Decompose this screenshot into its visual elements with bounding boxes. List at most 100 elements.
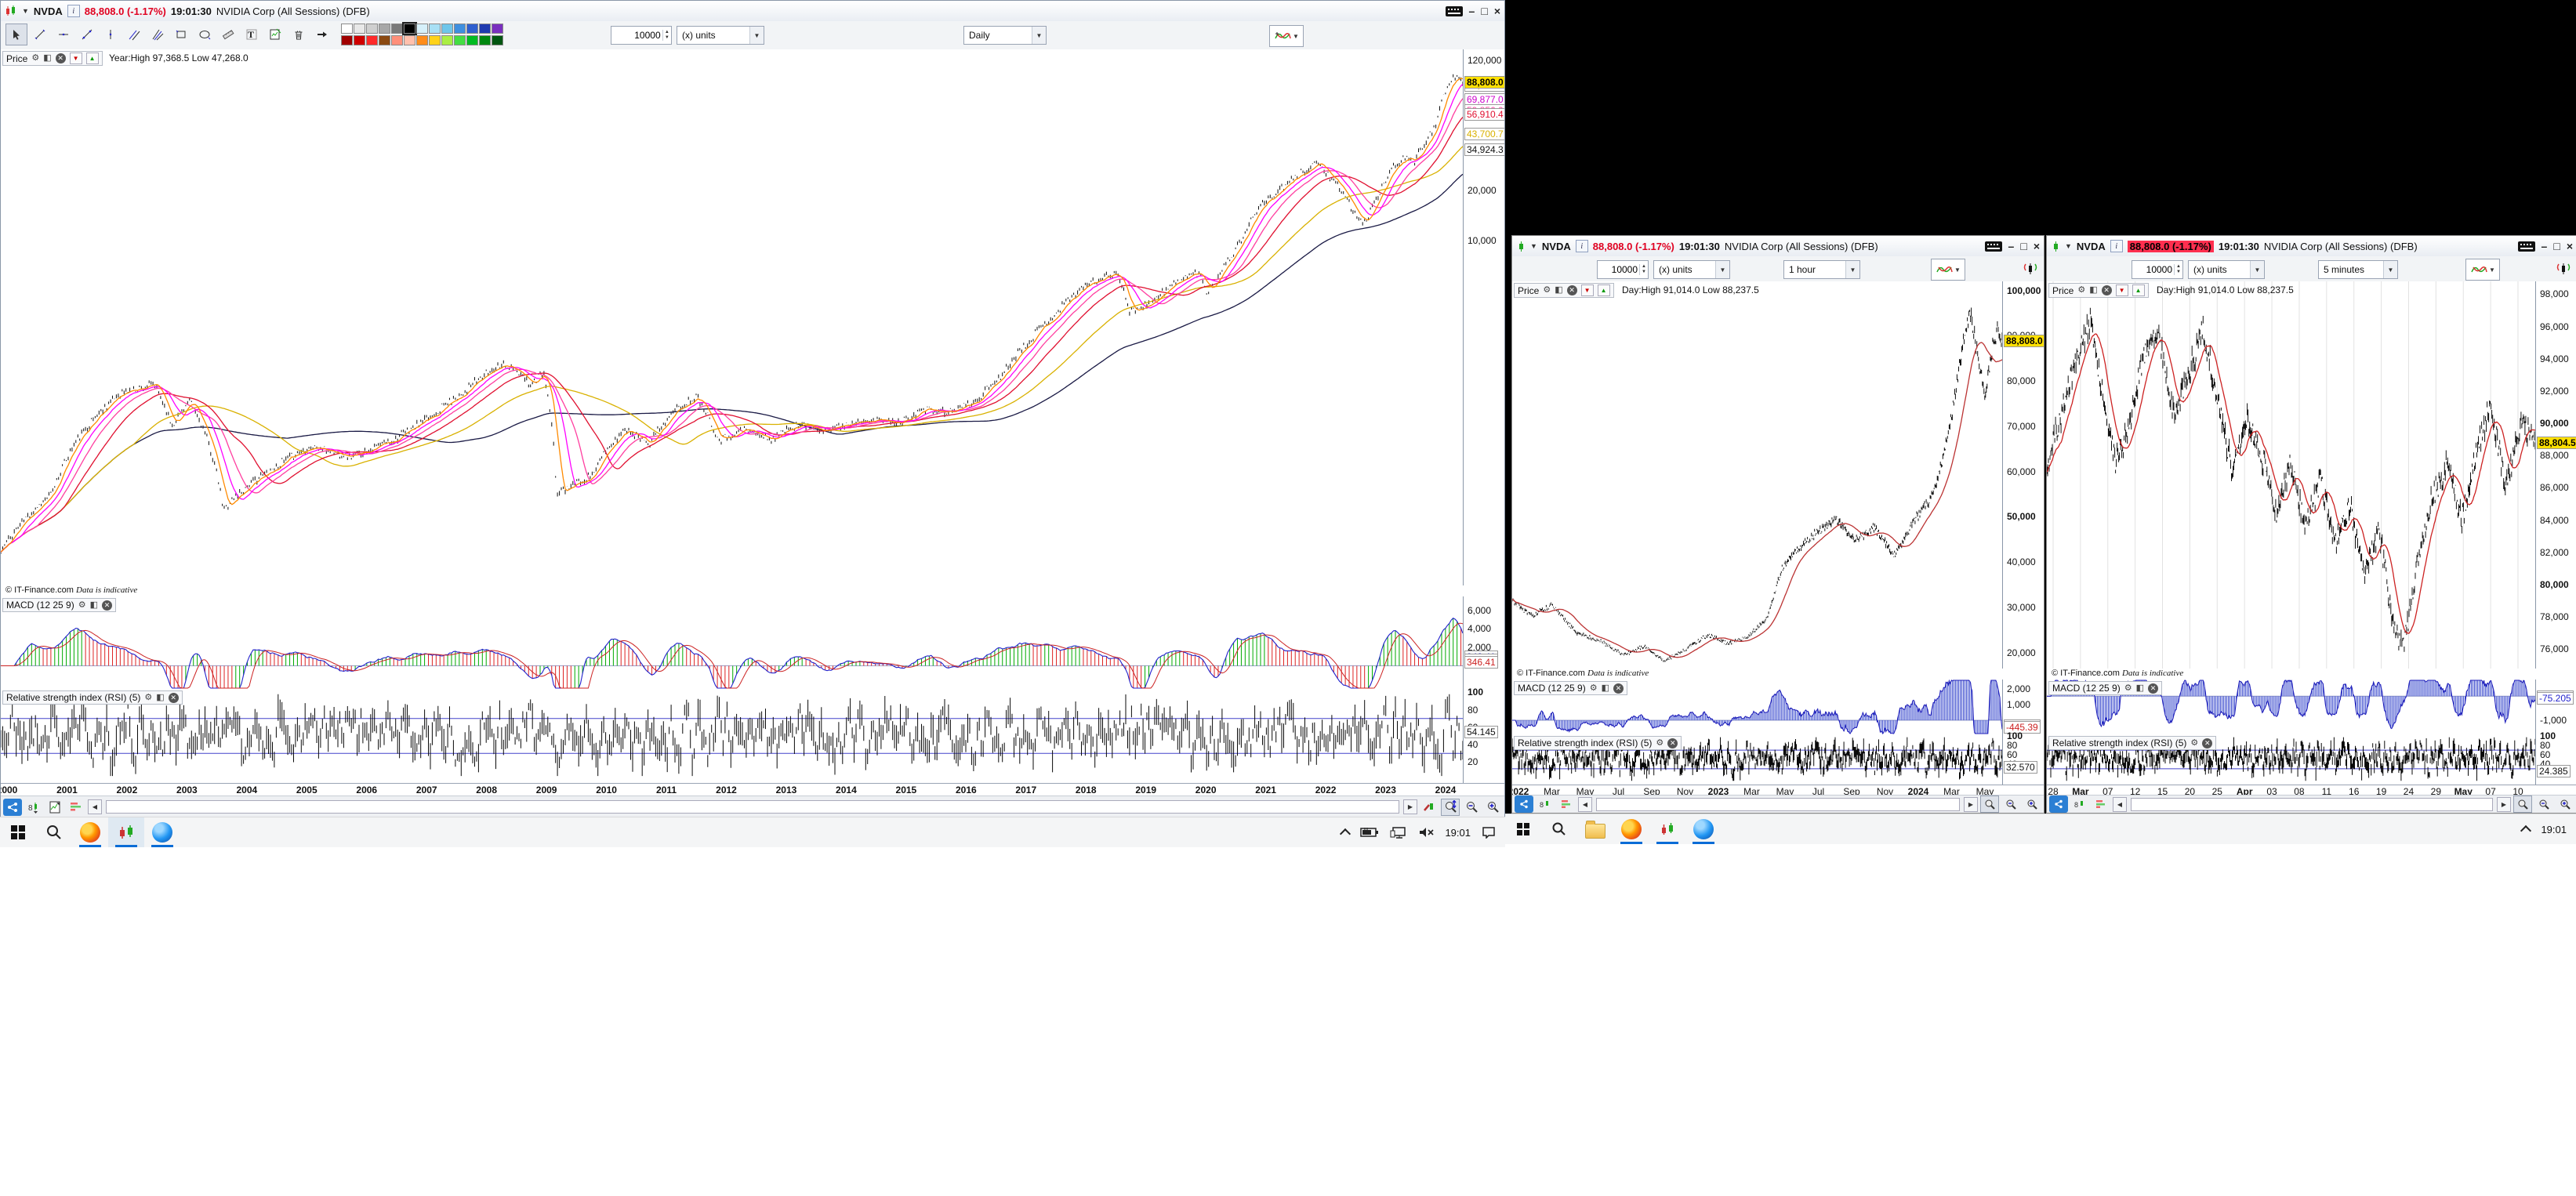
macd-axis-5min[interactable]: -1,000-36.948-38.357-75.205 xyxy=(2535,680,2576,734)
search-icon[interactable] xyxy=(1541,814,1577,844)
color-swatch[interactable] xyxy=(379,35,390,45)
color-swatch[interactable] xyxy=(366,35,378,45)
start-button[interactable] xyxy=(0,817,36,847)
minimize-button[interactable]: – xyxy=(2008,240,2015,252)
add-indicator-button[interactable]: ▼ xyxy=(2465,259,2500,281)
close-panel-icon[interactable]: ✕ xyxy=(2202,738,2213,748)
maximize-button[interactable]: □ xyxy=(1481,5,1488,17)
titlebar-daily[interactable]: ▼ NVDA i 88,808.0 (-1.17%) 19:01:30 NVID… xyxy=(1,1,1504,22)
tool-segment-icon[interactable] xyxy=(29,24,51,45)
macd-chart-hourly[interactable] xyxy=(1512,680,2002,734)
quantity-stepper[interactable]: ▲▼ xyxy=(611,26,672,45)
style-icon[interactable]: ◧ xyxy=(1601,683,1609,693)
wrench-icon[interactable]: ⚙ xyxy=(2190,738,2199,748)
chart-notes-icon[interactable] xyxy=(45,799,64,816)
color-swatch[interactable] xyxy=(454,35,466,45)
color-swatch[interactable] xyxy=(391,35,403,45)
tool-channel-icon[interactable] xyxy=(123,24,145,45)
battery-icon[interactable] xyxy=(1360,827,1379,838)
close-panel-icon[interactable]: ✕ xyxy=(55,53,66,63)
rsi-panel-5min[interactable]: 100 80 60 40 24.385 Relative strength index … xyxy=(2047,730,2576,785)
linked-chart-icon[interactable]: 8 xyxy=(1536,796,1555,813)
zoom-drag-icon[interactable] xyxy=(2513,796,2532,813)
color-swatch[interactable] xyxy=(416,24,428,34)
wrench-icon[interactable]: ⚙ xyxy=(144,692,153,702)
price-chart-hourly[interactable] xyxy=(1512,281,2002,669)
time-axis-hourly[interactable]: 2022 Mar May Jul Sep Nov 2023 Mar May Jul Sep Nov 20… xyxy=(1512,785,2002,797)
rsi-axis-hourly[interactable]: 10080604032.570 xyxy=(2002,730,2044,785)
symbol-dropdown-caret[interactable]: ▼ xyxy=(1530,242,1537,250)
sell-arrow-icon[interactable]: ▼ xyxy=(2115,285,2128,296)
tool-ellipse-icon[interactable] xyxy=(194,24,216,45)
taskbar-thunderbird-icon[interactable] xyxy=(144,817,180,847)
zoom-drag-icon[interactable] xyxy=(1441,798,1460,816)
rsi-panel-hourly[interactable]: 10080604032.570 Relative strength index … xyxy=(1512,730,2044,785)
wrench-icon[interactable]: ⚙ xyxy=(1543,285,1551,295)
color-swatch[interactable] xyxy=(341,24,353,34)
titlebar-hourly[interactable]: ▼ NVDA i 88,808.0 (-1.17%) 19:01:30 NVID… xyxy=(1512,236,2044,257)
color-swatch[interactable] xyxy=(391,24,403,34)
color-swatch[interactable] xyxy=(441,24,453,34)
clock[interactable]: 19:01 xyxy=(1445,826,1471,839)
close-button[interactable]: × xyxy=(2033,240,2040,252)
tool-trend-icon[interactable] xyxy=(76,24,98,45)
start-button[interactable] xyxy=(1505,814,1541,844)
color-swatch[interactable] xyxy=(354,35,365,45)
horizontal-scrollbar[interactable] xyxy=(2131,797,2493,811)
price-alert-icon[interactable] xyxy=(2553,259,2574,279)
style-icon[interactable]: ◧ xyxy=(2089,285,2098,295)
close-button[interactable]: × xyxy=(1493,5,1500,17)
color-swatch[interactable] xyxy=(492,35,503,45)
tool-vline-icon[interactable] xyxy=(100,24,122,45)
clock[interactable]: 19:01 xyxy=(2541,823,2567,835)
color-swatch[interactable] xyxy=(354,24,365,34)
color-swatch[interactable] xyxy=(454,24,466,34)
depth-bars-icon[interactable] xyxy=(2092,796,2110,813)
zoom-drag-icon[interactable] xyxy=(1980,796,1999,813)
tool-fan-icon[interactable] xyxy=(147,24,169,45)
close-panel-icon[interactable]: ✕ xyxy=(2147,683,2158,694)
wrench-icon[interactable]: ⚙ xyxy=(1656,738,1664,748)
scroll-right-button[interactable]: ▶ xyxy=(2497,796,2511,812)
minimize-button[interactable]: – xyxy=(1468,5,1475,17)
tool-hline-icon[interactable] xyxy=(53,24,74,45)
close-panel-icon[interactable]: ✕ xyxy=(2101,285,2112,295)
timeframe-dropdown[interactable]: Daily ▼ xyxy=(963,26,1047,45)
wrench-icon[interactable]: ⚙ xyxy=(2124,683,2132,693)
share-icon[interactable] xyxy=(3,798,22,816)
color-swatch[interactable] xyxy=(492,24,503,34)
add-indicator-button[interactable]: ▼ xyxy=(1269,25,1304,47)
color-swatch[interactable] xyxy=(429,24,441,34)
share-icon[interactable] xyxy=(1515,796,1533,813)
symbol-dropdown-caret[interactable]: ▼ xyxy=(2065,242,2072,250)
linked-chart-icon[interactable]: 8 xyxy=(2070,796,2089,813)
tray-chevron-icon[interactable] xyxy=(1340,828,1351,839)
info-icon[interactable]: i xyxy=(1575,240,1588,252)
price-axis-daily[interactable]: 120,00020,00010,00085,530.488,808.069,87… xyxy=(1463,49,1504,585)
close-panel-icon[interactable]: ✕ xyxy=(168,692,179,703)
color-swatch[interactable] xyxy=(402,22,417,35)
scroll-right-button[interactable]: ▶ xyxy=(1964,796,1978,812)
buy-arrow-icon[interactable]: ▲ xyxy=(85,53,99,64)
close-panel-icon[interactable]: ✕ xyxy=(1667,738,1678,748)
scroll-left-button[interactable]: ◀ xyxy=(1578,796,1592,812)
taskbar-firefox-icon[interactable] xyxy=(72,817,108,847)
color-swatch[interactable] xyxy=(429,35,441,45)
symbol-dropdown-caret[interactable]: ▼ xyxy=(22,7,29,15)
zoom-out-icon[interactable] xyxy=(2001,796,2020,813)
info-icon[interactable]: i xyxy=(2110,240,2123,252)
zoom-out-icon[interactable] xyxy=(1462,799,1481,816)
rsi-chart-daily[interactable] xyxy=(1,689,1463,783)
minimize-button[interactable]: – xyxy=(2541,240,2548,252)
price-panel-header[interactable]: Price ⚙ ◧ ✕ ▼ ▲ xyxy=(2048,283,2149,298)
close-panel-icon[interactable]: ✕ xyxy=(1613,683,1624,694)
macd-panel-5min[interactable]: -1,000-36.948-38.357-75.205 MACD (12 25 … xyxy=(2047,680,2576,735)
quantity-input[interactable] xyxy=(1598,264,1640,275)
maximize-button[interactable]: □ xyxy=(2553,240,2560,252)
maximize-button[interactable]: □ xyxy=(2020,240,2027,252)
rsi-panel-header[interactable]: Relative strength index (RSI) (5) ⚙ ✕ xyxy=(2048,736,2217,750)
rsi-chart-5min[interactable] xyxy=(2047,734,2535,785)
linked-chart-icon[interactable]: 8 xyxy=(24,799,43,816)
